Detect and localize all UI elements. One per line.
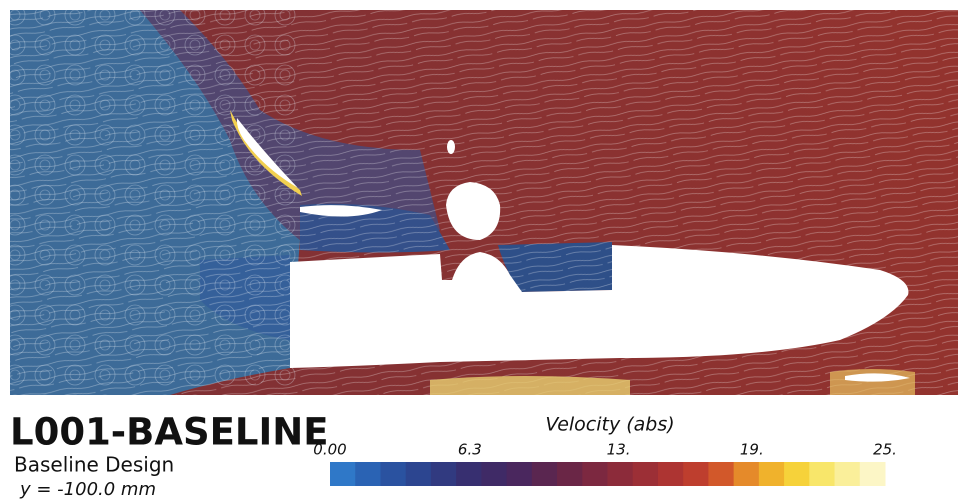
colorbar-segment xyxy=(708,462,735,486)
colorbar-tick-label: 19. xyxy=(740,441,764,459)
plane-label: y = -100.0 mm xyxy=(19,479,156,500)
colorbar-segment xyxy=(582,462,608,486)
colorbar-segment xyxy=(758,462,785,486)
colorbar-segment xyxy=(607,462,634,486)
colorbar-title: Velocity (abs) xyxy=(545,414,674,436)
colorbar-segment xyxy=(506,462,533,486)
colorbar-segment xyxy=(733,462,760,486)
geometry xyxy=(236,118,910,382)
colorbar-segment xyxy=(355,462,381,486)
colorbar-segment xyxy=(834,462,861,486)
colorbar-segment xyxy=(405,462,432,486)
colorbar-segment xyxy=(859,462,886,486)
colorbar-segment xyxy=(330,462,356,486)
colorbar: 0.00 6.3 13. 19. 25. xyxy=(313,441,897,486)
colorbar-segment xyxy=(632,462,659,486)
colorbar-tick-label: 0.00 xyxy=(313,441,346,459)
colorbar-segment xyxy=(557,462,583,486)
case-subtitle: Baseline Design xyxy=(14,453,174,477)
colorbar-tick-label: 25. xyxy=(873,441,897,459)
colorbar-tick-label: 6.3 xyxy=(458,441,482,459)
colorbar-segment xyxy=(481,462,508,486)
colorbar-segment xyxy=(657,462,684,486)
colorbar-segment xyxy=(456,462,482,486)
colorbar-tick-label: 13. xyxy=(607,441,631,459)
colorbar-segment xyxy=(430,462,457,486)
colorbar-segment xyxy=(683,462,709,486)
case-title: L001-BASELINE xyxy=(10,411,329,454)
colorbar-segment xyxy=(809,462,836,486)
colorbar-segment xyxy=(531,462,558,486)
colorbar-segment xyxy=(380,462,407,486)
colorbar-segment xyxy=(784,462,810,486)
